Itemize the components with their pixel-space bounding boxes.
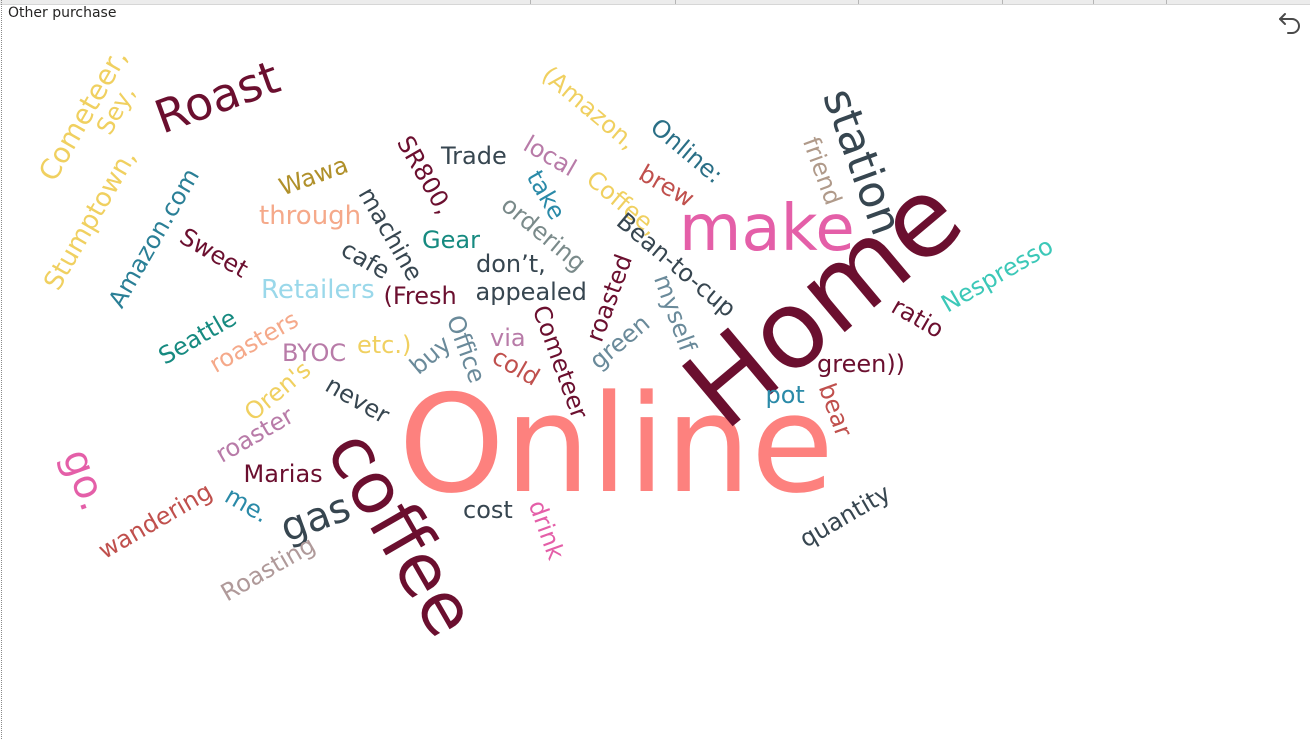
cloud-word-never[interactable]: never bbox=[320, 370, 394, 430]
cloud-word-marias[interactable]: Marias bbox=[243, 460, 323, 488]
cloud-word-gas[interactable]: gas bbox=[273, 484, 356, 552]
undo-icon bbox=[1279, 13, 1300, 34]
cloud-word-retailers[interactable]: Retailers bbox=[261, 275, 375, 305]
cloud-word-green[interactable]: green)) bbox=[817, 350, 906, 378]
cloud-word-fresh[interactable]: (Fresh bbox=[383, 282, 457, 310]
tab-divider bbox=[1166, 0, 1167, 4]
tab-divider bbox=[530, 0, 531, 4]
top-tab-strip bbox=[0, 0, 1310, 5]
cloud-word-cost[interactable]: cost bbox=[463, 496, 513, 524]
tab-divider bbox=[1002, 0, 1003, 4]
cloud-word-make[interactable]: make bbox=[679, 192, 855, 266]
cloud-word-through[interactable]: through bbox=[259, 201, 362, 231]
visual-title: Other purchase bbox=[8, 5, 117, 21]
tab-divider bbox=[858, 0, 859, 4]
cloud-word-roasting[interactable]: Roasting bbox=[215, 530, 321, 608]
cloud-word-byoc[interactable]: BYOC bbox=[282, 339, 347, 367]
cloud-word-amazon[interactable]: (Amazon, bbox=[536, 60, 642, 156]
cloud-word-trade[interactable]: Trade bbox=[441, 142, 507, 170]
cloud-word-appealed[interactable]: appealed bbox=[475, 278, 587, 306]
tab-divider bbox=[1093, 0, 1094, 4]
cloud-word-wawa[interactable]: Wawa bbox=[274, 150, 352, 202]
cloud-word-go[interactable]: go. bbox=[52, 443, 118, 517]
cloud-word-me[interactable]: me. bbox=[220, 481, 274, 529]
cloud-word-gear[interactable]: Gear bbox=[422, 226, 480, 254]
cloud-word-online[interactable]: Online bbox=[398, 365, 834, 523]
cloud-word-ratio[interactable]: ratio bbox=[886, 292, 949, 344]
undo-button[interactable] bbox=[1276, 8, 1306, 38]
cloud-word-don-t[interactable]: don’t, bbox=[476, 250, 546, 278]
cloud-word-pot[interactable]: pot bbox=[765, 381, 805, 409]
cloud-word-etc[interactable]: etc.) bbox=[357, 331, 412, 359]
visual-border bbox=[1, 0, 2, 739]
tab-divider bbox=[675, 0, 676, 4]
cloud-word-roast[interactable]: Roast bbox=[147, 49, 287, 145]
cloud-word-via[interactable]: via bbox=[490, 324, 526, 352]
cloud-word-sweet[interactable]: Sweet bbox=[174, 222, 253, 284]
